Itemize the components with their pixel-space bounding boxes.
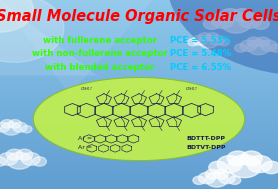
Circle shape	[0, 0, 33, 32]
Circle shape	[16, 149, 33, 160]
Text: with non-fullerene acceptor: with non-fullerene acceptor	[32, 49, 168, 58]
Circle shape	[247, 37, 261, 47]
Text: with fullerene acceptor: with fullerene acceptor	[43, 36, 157, 45]
Circle shape	[203, 18, 220, 29]
Circle shape	[21, 125, 32, 133]
Circle shape	[199, 35, 218, 48]
Text: Small Molecule Organic Solar Cells: Small Molecule Organic Solar Cells	[0, 9, 278, 24]
Circle shape	[235, 44, 247, 52]
Circle shape	[210, 35, 225, 45]
Circle shape	[206, 33, 219, 41]
Circle shape	[188, 39, 198, 46]
Circle shape	[7, 152, 32, 169]
Circle shape	[247, 156, 272, 173]
Text: $C_8H_{17}$: $C_8H_{17}$	[80, 85, 93, 93]
Circle shape	[193, 176, 205, 184]
Circle shape	[21, 153, 40, 165]
Circle shape	[13, 122, 27, 132]
Text: $C_8H_{17}$: $C_8H_{17}$	[185, 85, 198, 93]
Circle shape	[240, 40, 257, 51]
Circle shape	[192, 35, 207, 45]
Circle shape	[198, 33, 211, 41]
Circle shape	[270, 44, 278, 52]
Wedge shape	[167, 0, 278, 76]
Circle shape	[219, 172, 235, 184]
Text: BDTVT-DPP: BDTVT-DPP	[186, 145, 226, 150]
Circle shape	[220, 9, 240, 22]
Polygon shape	[0, 0, 153, 94]
Circle shape	[219, 39, 229, 46]
Circle shape	[33, 157, 46, 166]
Circle shape	[221, 12, 252, 33]
Circle shape	[6, 149, 23, 160]
Ellipse shape	[33, 77, 245, 161]
Circle shape	[0, 157, 6, 166]
Circle shape	[1, 122, 21, 135]
Circle shape	[9, 120, 21, 128]
Circle shape	[262, 161, 278, 174]
Text: PCE = 6.55%: PCE = 6.55%	[170, 63, 231, 72]
Text: Ar =: Ar =	[78, 136, 92, 141]
Circle shape	[206, 172, 228, 187]
Circle shape	[256, 37, 270, 47]
Circle shape	[227, 151, 249, 166]
Circle shape	[0, 0, 64, 62]
Text: Ar =: Ar =	[78, 145, 92, 150]
Circle shape	[211, 13, 234, 28]
Circle shape	[247, 40, 270, 55]
Circle shape	[0, 122, 10, 132]
Circle shape	[1, 120, 14, 128]
Text: PCE = 5.53%: PCE = 5.53%	[170, 36, 231, 45]
Text: PCE = 5.48%: PCE = 5.48%	[170, 49, 231, 58]
Circle shape	[198, 172, 215, 184]
Text: BDTTT-DPP: BDTTT-DPP	[186, 136, 225, 141]
Circle shape	[214, 169, 229, 179]
Circle shape	[239, 13, 262, 28]
Circle shape	[229, 176, 241, 184]
Circle shape	[232, 9, 252, 22]
Circle shape	[205, 169, 220, 179]
Circle shape	[260, 40, 277, 51]
Circle shape	[228, 155, 261, 178]
Circle shape	[0, 153, 18, 165]
Text: with blended acceptor: with blended acceptor	[45, 63, 155, 72]
Circle shape	[240, 151, 262, 166]
Circle shape	[217, 156, 242, 173]
Polygon shape	[0, 0, 97, 76]
Circle shape	[209, 161, 227, 174]
Circle shape	[0, 125, 1, 133]
Circle shape	[252, 18, 269, 29]
